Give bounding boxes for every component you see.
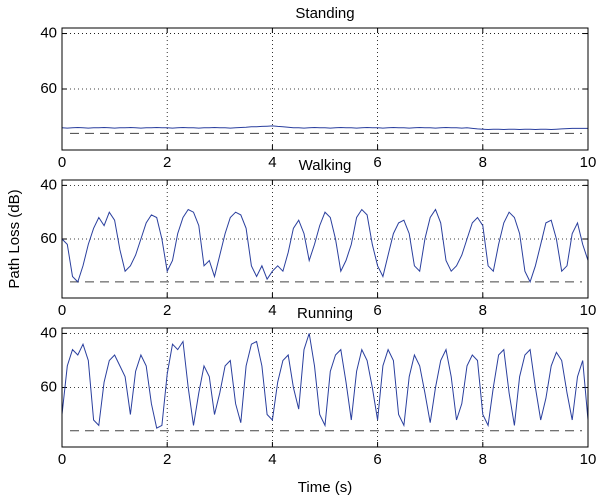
x-tick-label: 6 bbox=[373, 451, 381, 468]
y-tick-label: 40 bbox=[40, 25, 57, 42]
x-axis-label: Time (s) bbox=[298, 479, 352, 496]
y-axis-label: Path Loss (dB) bbox=[6, 189, 23, 288]
y-tick-label: 60 bbox=[40, 378, 57, 395]
y-tick-label: 40 bbox=[40, 324, 57, 341]
x-tick-label: 6 bbox=[373, 154, 381, 171]
plot-frame bbox=[61, 179, 589, 299]
plot-frame bbox=[61, 327, 589, 448]
x-tick-label: 10 bbox=[580, 451, 597, 468]
x-tick-label: 2 bbox=[163, 302, 171, 319]
x-tick-label: 8 bbox=[479, 451, 487, 468]
data-line bbox=[61, 125, 588, 131]
y-tick-label: 40 bbox=[40, 176, 57, 193]
x-tick-label: 10 bbox=[580, 302, 597, 319]
x-tick-label: 8 bbox=[479, 302, 487, 319]
x-tick-label: 4 bbox=[268, 302, 276, 319]
x-tick-label: 0 bbox=[58, 451, 66, 468]
plot-frame bbox=[61, 27, 589, 151]
x-tick-label: 2 bbox=[163, 451, 171, 468]
x-tick-label: 0 bbox=[58, 154, 66, 171]
panel-title: Running bbox=[297, 305, 353, 322]
x-tick-label: 4 bbox=[268, 451, 276, 468]
plot-area bbox=[62, 28, 588, 150]
y-tick-label: 60 bbox=[40, 80, 57, 97]
data-line bbox=[61, 208, 589, 284]
x-tick-label: 4 bbox=[268, 154, 276, 171]
x-tick-label: 8 bbox=[479, 154, 487, 171]
panel-title: Walking bbox=[299, 157, 352, 174]
panel-title: Standing bbox=[295, 5, 354, 22]
x-tick-label: 6 bbox=[373, 302, 381, 319]
x-tick-label: 10 bbox=[580, 154, 597, 171]
x-tick-label: 0 bbox=[58, 302, 66, 319]
plot-area bbox=[62, 328, 588, 447]
data-line bbox=[61, 333, 589, 429]
x-tick-label: 2 bbox=[163, 154, 171, 171]
y-tick-label: 60 bbox=[40, 230, 57, 247]
